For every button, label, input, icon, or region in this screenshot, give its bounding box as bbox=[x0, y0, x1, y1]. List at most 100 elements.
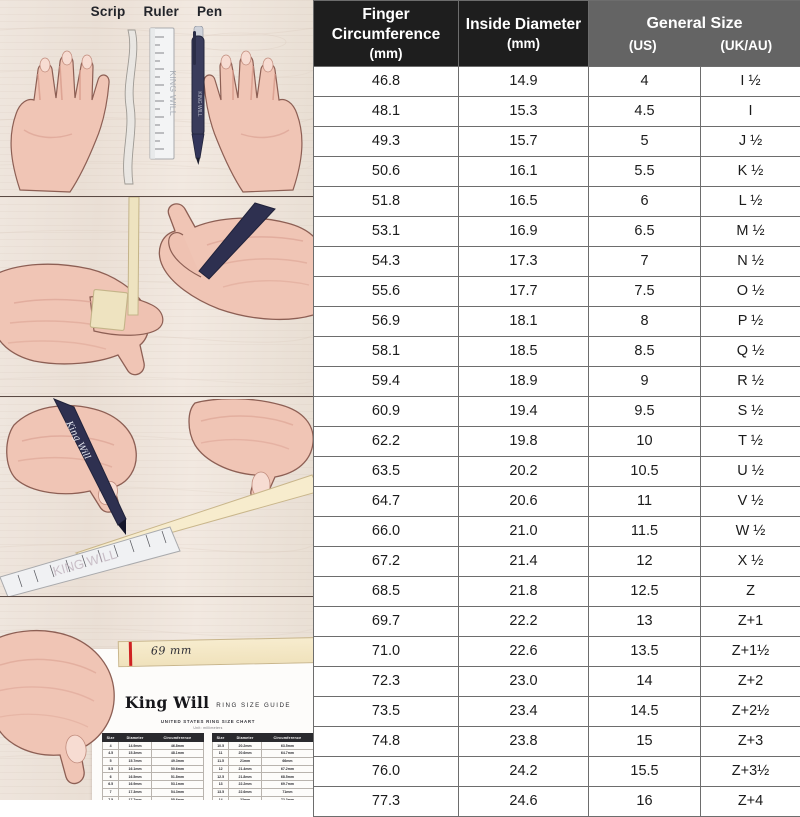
ring-size-guide-page: Scrip Ruler Pen bbox=[0, 0, 800, 800]
cell-finger-circumference: 73.5 bbox=[314, 696, 459, 726]
cell-finger-circumference: 56.9 bbox=[314, 306, 459, 336]
header-inside-diameter-unit: (mm) bbox=[461, 35, 586, 52]
cell-ukau-size: N ½ bbox=[701, 246, 800, 276]
cell-finger-circumference: 58.1 bbox=[314, 336, 459, 366]
cell-finger-circumference: 62.2 bbox=[314, 426, 459, 456]
ruler-diagonal: KING WILL bbox=[0, 525, 185, 597]
cell-finger-circumference: 50.6 bbox=[314, 156, 459, 186]
cell-inside-diameter: 16.5 bbox=[459, 186, 589, 216]
cell-finger-circumference: 74.8 bbox=[314, 726, 459, 756]
ring-size-table-container: Finger Circumference (mm) Inside Diamete… bbox=[313, 0, 800, 800]
cell-us-size: 6 bbox=[589, 186, 701, 216]
cell-us-size: 4 bbox=[589, 66, 701, 96]
cell-us-size: 12.5 bbox=[589, 576, 701, 606]
strip-red-mark bbox=[129, 642, 132, 666]
cell-ukau-size: R ½ bbox=[701, 366, 800, 396]
cell-inside-diameter: 22.6 bbox=[459, 636, 589, 666]
cell-ukau-size: P ½ bbox=[701, 306, 800, 336]
cell-us-size: 9.5 bbox=[589, 396, 701, 426]
mini-table-cell: 50.6mm bbox=[151, 765, 203, 773]
cell-us-size: 5.5 bbox=[589, 156, 701, 186]
cell-us-size: 10 bbox=[589, 426, 701, 456]
cell-finger-circumference: 59.4 bbox=[314, 366, 459, 396]
mini-table-cell: 12.5 bbox=[213, 773, 229, 781]
cell-inside-diameter: 24.6 bbox=[459, 786, 589, 816]
header-general-size-subrow: (US) (UK/AU) bbox=[591, 38, 798, 53]
cell-ukau-size: Z+3½ bbox=[701, 756, 800, 786]
cell-inside-diameter: 19.8 bbox=[459, 426, 589, 456]
cell-finger-circumference: 69.7 bbox=[314, 606, 459, 636]
mini-table-cell: 21.4mm bbox=[229, 765, 262, 773]
label-scrip: Scrip bbox=[91, 4, 126, 19]
cell-finger-circumference: 53.1 bbox=[314, 216, 459, 246]
cell-us-size: 12 bbox=[589, 546, 701, 576]
cell-finger-circumference: 46.8 bbox=[314, 66, 459, 96]
mini-col-diameter: Diameter bbox=[229, 734, 262, 742]
cell-finger-circumference: 55.6 bbox=[314, 276, 459, 306]
illustration-panel-measure: 69 mm KING WILL bbox=[0, 397, 313, 597]
illustration-panel-guide: King Will RING SIZE GUIDE UNITED STATES … bbox=[0, 597, 313, 800]
cell-inside-diameter: 20.6 bbox=[459, 486, 589, 516]
cell-inside-diameter: 18.1 bbox=[459, 306, 589, 336]
cell-inside-diameter: 22.2 bbox=[459, 606, 589, 636]
cell-inside-diameter: 24.2 bbox=[459, 756, 589, 786]
pen-object: KING WILL bbox=[186, 26, 210, 166]
mini-table-row: 1423mm72.3mm bbox=[213, 796, 314, 800]
mini-table-cell: 63.5mm bbox=[261, 742, 313, 750]
header-us-label: (US) bbox=[591, 38, 695, 53]
illustration-panel-wrap-finger bbox=[0, 197, 313, 397]
mini-table-cell: 10.5 bbox=[213, 742, 229, 750]
label-ruler: Ruler bbox=[143, 4, 179, 19]
ruler-brand-text: KING WILL bbox=[168, 70, 176, 116]
cell-ukau-size: Z+2½ bbox=[701, 696, 800, 726]
header-finger-circumference: Finger Circumference (mm) bbox=[314, 1, 459, 67]
cell-inside-diameter: 23.8 bbox=[459, 726, 589, 756]
table-header-row: Finger Circumference (mm) Inside Diamete… bbox=[314, 1, 800, 67]
mini-table-cell: 12 bbox=[213, 765, 229, 773]
cell-us-size: 14.5 bbox=[589, 696, 701, 726]
ruler-object: KING WILL bbox=[148, 27, 176, 160]
mini-table-cell: 22.2mm bbox=[229, 781, 262, 789]
cell-finger-circumference: 68.5 bbox=[314, 576, 459, 606]
cell-ukau-size: L ½ bbox=[701, 186, 800, 216]
cell-inside-diameter: 18.5 bbox=[459, 336, 589, 366]
strip-measurement-label: 69 mm bbox=[151, 644, 192, 658]
mini-table-cell: 72.3mm bbox=[261, 796, 313, 800]
mini-table-cell: 46.8mm bbox=[151, 742, 203, 750]
cell-ukau-size: Q ½ bbox=[701, 336, 800, 366]
illustration-column: Scrip Ruler Pen bbox=[0, 0, 313, 800]
illustration-panel-tools: Scrip Ruler Pen bbox=[0, 0, 313, 197]
cell-inside-diameter: 15.3 bbox=[459, 96, 589, 126]
cell-ukau-size: W ½ bbox=[701, 516, 800, 546]
mini-table-cell: 21.8mm bbox=[229, 773, 262, 781]
cell-ukau-size: Z+4 bbox=[701, 786, 800, 816]
brand-subtitle: RING SIZE GUIDE bbox=[216, 702, 291, 711]
mini-table-cell: 69.7mm bbox=[261, 781, 313, 789]
cell-us-size: 15 bbox=[589, 726, 701, 756]
cell-us-size: 11.5 bbox=[589, 516, 701, 546]
cell-finger-circumference: 66.0 bbox=[314, 516, 459, 546]
cell-finger-circumference: 51.8 bbox=[314, 186, 459, 216]
header-finger-circumference-label: Finger Circumference bbox=[332, 6, 441, 43]
cell-inside-diameter: 21.0 bbox=[459, 516, 589, 546]
mini-table-cell: 13.5 bbox=[213, 788, 229, 796]
label-pen: Pen bbox=[197, 4, 222, 19]
cell-ukau-size: K ½ bbox=[701, 156, 800, 186]
